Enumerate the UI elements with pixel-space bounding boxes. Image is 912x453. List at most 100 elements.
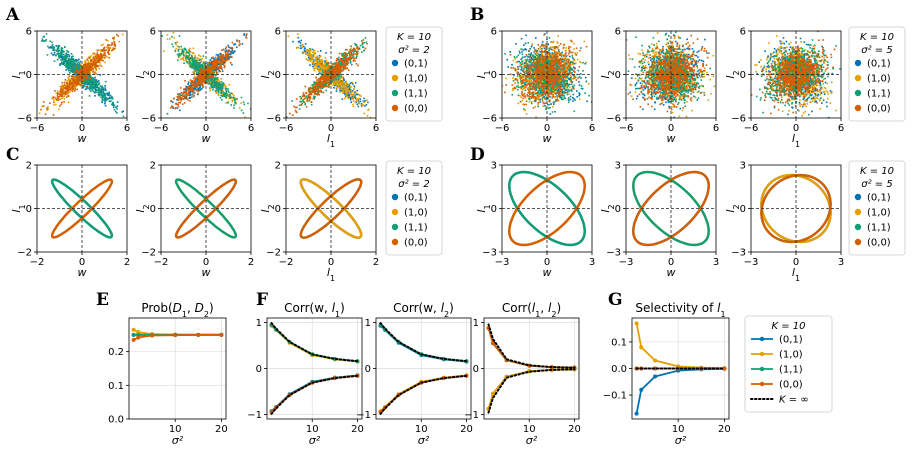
scatter-point bbox=[211, 76, 213, 78]
scatter-point bbox=[65, 65, 67, 67]
scatter-point bbox=[67, 51, 70, 53]
scatter-point bbox=[291, 100, 293, 102]
scatter-point bbox=[90, 82, 92, 85]
scatter-point bbox=[67, 65, 69, 67]
scatter-point bbox=[216, 77, 219, 79]
scatter-point bbox=[313, 69, 316, 72]
scatter-point bbox=[311, 48, 314, 51]
scatter-point bbox=[199, 80, 202, 82]
scatter-point bbox=[220, 87, 222, 90]
scatter-point bbox=[181, 48, 184, 51]
scatter-point bbox=[212, 72, 215, 74]
scatter-point bbox=[344, 53, 346, 55]
scatter-point bbox=[107, 52, 110, 54]
scatter-point bbox=[189, 88, 192, 91]
scatter-point bbox=[99, 74, 102, 76]
scatter-point bbox=[69, 80, 71, 83]
scatter-point bbox=[196, 76, 199, 78]
scatter-point bbox=[108, 97, 111, 100]
scatter-point bbox=[102, 88, 105, 91]
scatter-point bbox=[217, 91, 219, 93]
scatter-point bbox=[196, 82, 198, 84]
scatter-point bbox=[336, 82, 339, 84]
scatter-point bbox=[321, 67, 323, 69]
scatter-point bbox=[98, 49, 100, 51]
scatter-point bbox=[204, 74, 207, 77]
scatter-point bbox=[76, 88, 78, 91]
scatter-point bbox=[186, 51, 189, 54]
scatter-point bbox=[69, 66, 72, 69]
scatter-point bbox=[186, 86, 189, 88]
scatter-point bbox=[190, 66, 193, 69]
scatter-point bbox=[196, 64, 198, 66]
scatter-point bbox=[226, 51, 228, 53]
scatter-point bbox=[107, 97, 110, 100]
scatter-point bbox=[104, 101, 106, 103]
scatter-point bbox=[86, 69, 88, 72]
scatter-point bbox=[193, 60, 196, 63]
scatter-point bbox=[104, 54, 107, 57]
scatter-point bbox=[206, 71, 208, 73]
scatter-point bbox=[98, 55, 101, 57]
scatter-point bbox=[215, 53, 218, 56]
scatter-point bbox=[97, 61, 99, 63]
scatter-point bbox=[187, 93, 190, 96]
scatter-point bbox=[229, 97, 231, 99]
scatter-point bbox=[321, 87, 324, 89]
scatter-point bbox=[64, 85, 67, 87]
scatter-point bbox=[99, 55, 101, 57]
scatter-point bbox=[310, 48, 312, 51]
scatter-point bbox=[363, 49, 365, 52]
scatter-point bbox=[352, 52, 355, 54]
scatter-point bbox=[187, 55, 189, 57]
scatter-point bbox=[240, 96, 243, 99]
scatter-point bbox=[364, 100, 366, 102]
scatter-point bbox=[116, 101, 119, 103]
scatter-point bbox=[199, 65, 202, 68]
scatter-point bbox=[217, 92, 220, 94]
scatter-point bbox=[350, 95, 353, 98]
scatter-point bbox=[57, 45, 59, 48]
scatter-point bbox=[74, 90, 76, 92]
scatter-point bbox=[194, 56, 196, 59]
scatter-point bbox=[218, 59, 221, 62]
scatter-point bbox=[206, 65, 208, 68]
scatter-point bbox=[103, 46, 106, 49]
scatter-point bbox=[335, 84, 337, 86]
scatter-point bbox=[83, 85, 85, 88]
scatter-point bbox=[59, 98, 62, 101]
scatter-point bbox=[193, 62, 196, 65]
scatter-point bbox=[311, 62, 314, 64]
scatter-point bbox=[176, 53, 179, 56]
scatter-point bbox=[197, 79, 200, 82]
scatter-point bbox=[220, 78, 222, 80]
scatter-point bbox=[98, 54, 100, 56]
scatter-point bbox=[92, 65, 95, 67]
scatter-point bbox=[340, 81, 342, 84]
scatter-point bbox=[213, 67, 216, 70]
scatter-point bbox=[298, 108, 301, 110]
scatter-point bbox=[222, 60, 224, 63]
scatter-point bbox=[220, 65, 222, 68]
scatter-point bbox=[202, 65, 205, 68]
scatter-point bbox=[66, 92, 69, 95]
scatter-point bbox=[194, 63, 196, 66]
scatter-point bbox=[345, 83, 348, 85]
scatter-point bbox=[71, 61, 74, 64]
scatter-point bbox=[68, 75, 71, 77]
scatter-point bbox=[192, 92, 195, 94]
scatter-point bbox=[219, 90, 221, 92]
scatter-point bbox=[351, 81, 354, 84]
scatter-point bbox=[191, 58, 194, 61]
scatter-point bbox=[61, 101, 63, 104]
scatter-point bbox=[341, 91, 344, 93]
scatter-point bbox=[188, 48, 190, 51]
scatter-point bbox=[355, 101, 358, 103]
scatter-point bbox=[210, 79, 212, 82]
scatter-point bbox=[335, 82, 338, 85]
scatter-point bbox=[95, 83, 98, 85]
scatter-point bbox=[198, 80, 200, 83]
scatter-point bbox=[185, 53, 187, 55]
scatter-point bbox=[298, 40, 301, 43]
scatter-point bbox=[310, 49, 312, 52]
